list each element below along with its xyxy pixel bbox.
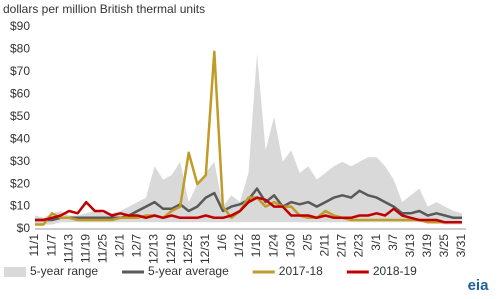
- legend-swatch: [4, 267, 26, 277]
- y-tick-label: $20: [10, 176, 30, 190]
- x-tick-label: 12/25: [181, 234, 195, 264]
- x-tick-label: 12/31: [198, 234, 212, 264]
- logo: eia: [468, 277, 490, 294]
- x-tick-label: 3/25: [437, 234, 451, 258]
- legend-label: 2018-19: [373, 264, 417, 278]
- x-tick-label: 12/13: [147, 234, 161, 264]
- x-tick-label: 11/19: [78, 234, 92, 263]
- y-tick-label: $60: [10, 87, 30, 101]
- x-tick-label: 1/6: [215, 234, 229, 251]
- y-tick-label: $30: [10, 154, 30, 168]
- x-tick-label: 12/19: [164, 234, 178, 264]
- x-tick-label: 1/12: [232, 234, 246, 258]
- legend-label: 5-year average: [148, 264, 229, 278]
- x-tick-label: 11/25: [95, 234, 109, 263]
- legend-label: 2017-18: [279, 264, 323, 278]
- x-tick-label: 11/1: [27, 234, 41, 257]
- x-tick-label: 12/7: [130, 234, 144, 258]
- x-tick-label: 3/31: [454, 234, 468, 258]
- x-tick-label: 3/13: [403, 234, 417, 258]
- x-tick-label: 3/7: [386, 234, 400, 251]
- x-tick-label: 3/1: [369, 234, 383, 251]
- y-tick-label: $90: [10, 19, 30, 33]
- x-tick-label: 2/23: [352, 234, 366, 258]
- x-tick-label: 11/7: [44, 234, 58, 257]
- x-tick-label: 2/11: [318, 234, 332, 257]
- y-tick-label: $10: [10, 199, 30, 213]
- y-tick-label: $40: [10, 131, 30, 145]
- x-tick-label: 2/17: [335, 234, 349, 258]
- range-area: [35, 53, 462, 225]
- line: [35, 196, 462, 224]
- x-tick-label: 1/30: [283, 234, 297, 258]
- y-tick-label: $70: [10, 64, 30, 78]
- legend-label: 5-year range: [30, 264, 98, 278]
- x-tick-label: 2/5: [300, 234, 314, 251]
- x-tick-label: 12/1: [113, 234, 127, 258]
- y-tick-label: $50: [10, 109, 30, 123]
- line: [35, 50, 462, 226]
- x-tick-label: 1/24: [266, 234, 280, 258]
- chart-title: dollars per million British thermal unit…: [3, 2, 205, 16]
- x-tick-label: 11/13: [61, 234, 75, 263]
- y-tick-label: $80: [10, 42, 30, 56]
- y-tick-label: $0: [17, 221, 31, 235]
- x-tick-label: 1/18: [249, 234, 263, 258]
- x-tick-label: 3/19: [420, 234, 434, 258]
